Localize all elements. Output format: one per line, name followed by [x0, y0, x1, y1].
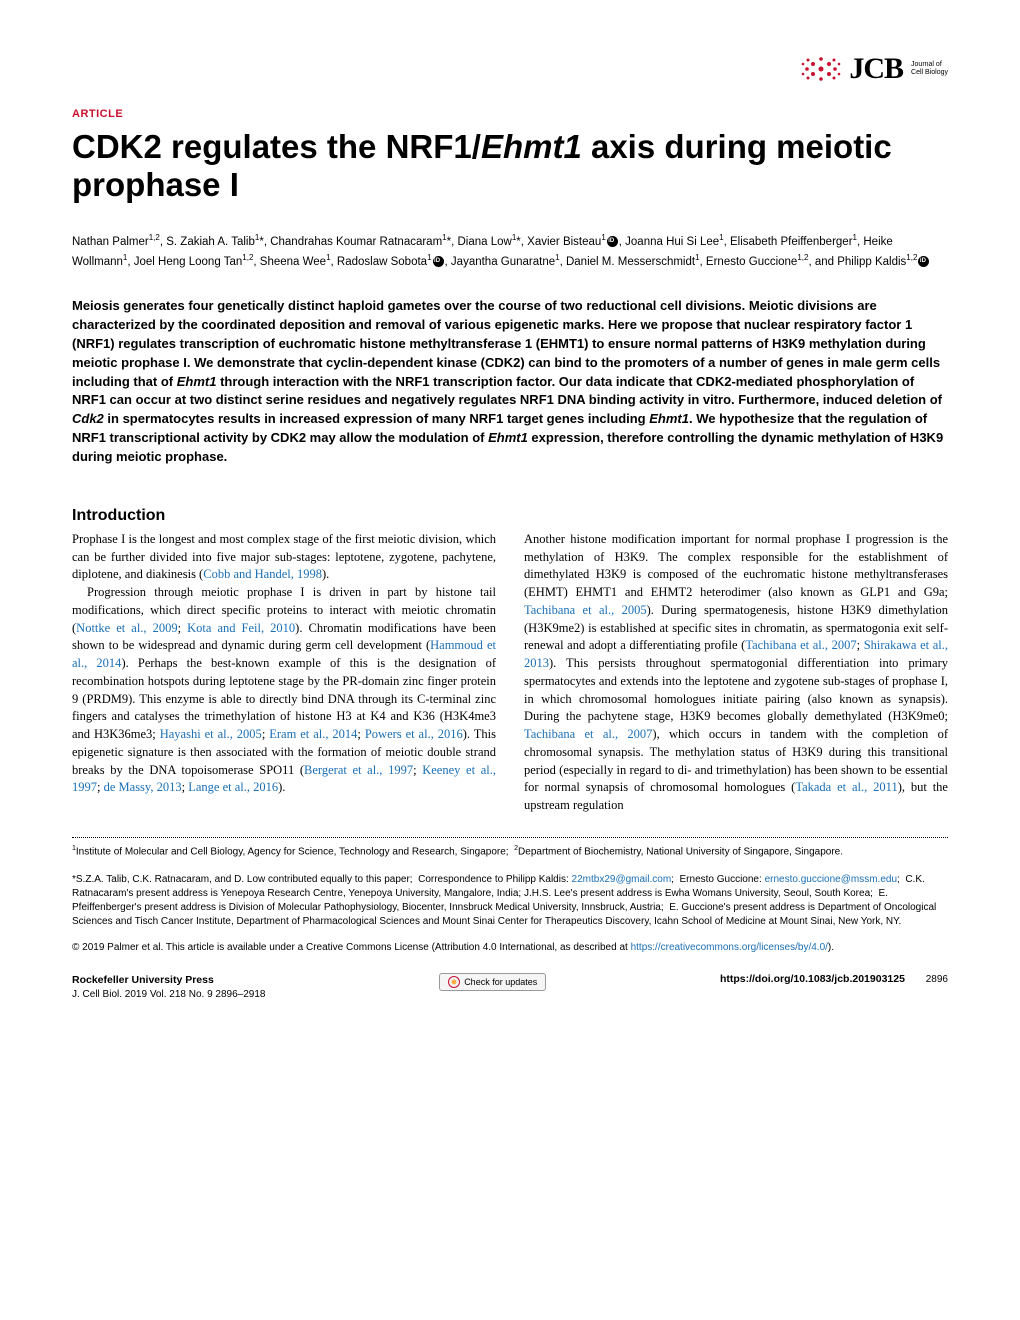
author-list: Nathan Palmer1,2, S. Zakiah A. Talib1*, …	[72, 232, 948, 271]
paragraph: Prophase I is the longest and most compl…	[72, 531, 496, 584]
jcb-emblem-icon	[799, 54, 843, 84]
journal-logo-subtitle: Journal of Cell Biology	[911, 61, 948, 76]
check-updates-label: Check for updates	[464, 977, 537, 987]
column-right: Another histone modification important f…	[524, 531, 948, 815]
crossmark-icon	[448, 976, 460, 988]
page-number: 2896	[926, 974, 948, 985]
citation-line: J. Cell Biol. 2019 Vol. 218 No. 9 2896–2…	[72, 988, 265, 1002]
article-type-label: ARTICLE	[72, 108, 948, 120]
footer-right: https://doi.org/10.1083/jcb.201903125 28…	[720, 973, 948, 985]
article-title: CDK2 regulates the NRF1/Ehmt1 axis durin…	[72, 128, 948, 204]
publisher-name: Rockefeller University Press	[72, 973, 265, 988]
section-heading-introduction: Introduction	[72, 507, 948, 525]
paragraph: Progression through meiotic prophase I i…	[72, 584, 496, 797]
journal-logo-text: JCB	[849, 52, 903, 86]
footer-left: Rockefeller University Press J. Cell Bio…	[72, 973, 265, 1002]
check-updates-button[interactable]: Check for updates	[439, 973, 546, 991]
paragraph: Another histone modification important f…	[524, 531, 948, 815]
doi-link[interactable]: https://doi.org/10.1083/jcb.201903125	[720, 973, 905, 985]
body-text-columns: Prophase I is the longest and most compl…	[72, 531, 948, 815]
abstract: Meiosis generates four genetically disti…	[72, 297, 948, 467]
page-footer: Rockefeller University Press J. Cell Bio…	[72, 973, 948, 1002]
journal-logo: JCB Journal of Cell Biology	[799, 52, 948, 86]
license-statement: © 2019 Palmer et al. This article is ava…	[72, 941, 948, 955]
affiliations: 1Institute of Molecular and Cell Biology…	[72, 844, 948, 859]
correspondence: *S.Z.A. Talib, C.K. Ratnacaram, and D. L…	[72, 873, 948, 929]
separator-dots	[72, 837, 948, 838]
column-left: Prophase I is the longest and most compl…	[72, 531, 496, 815]
